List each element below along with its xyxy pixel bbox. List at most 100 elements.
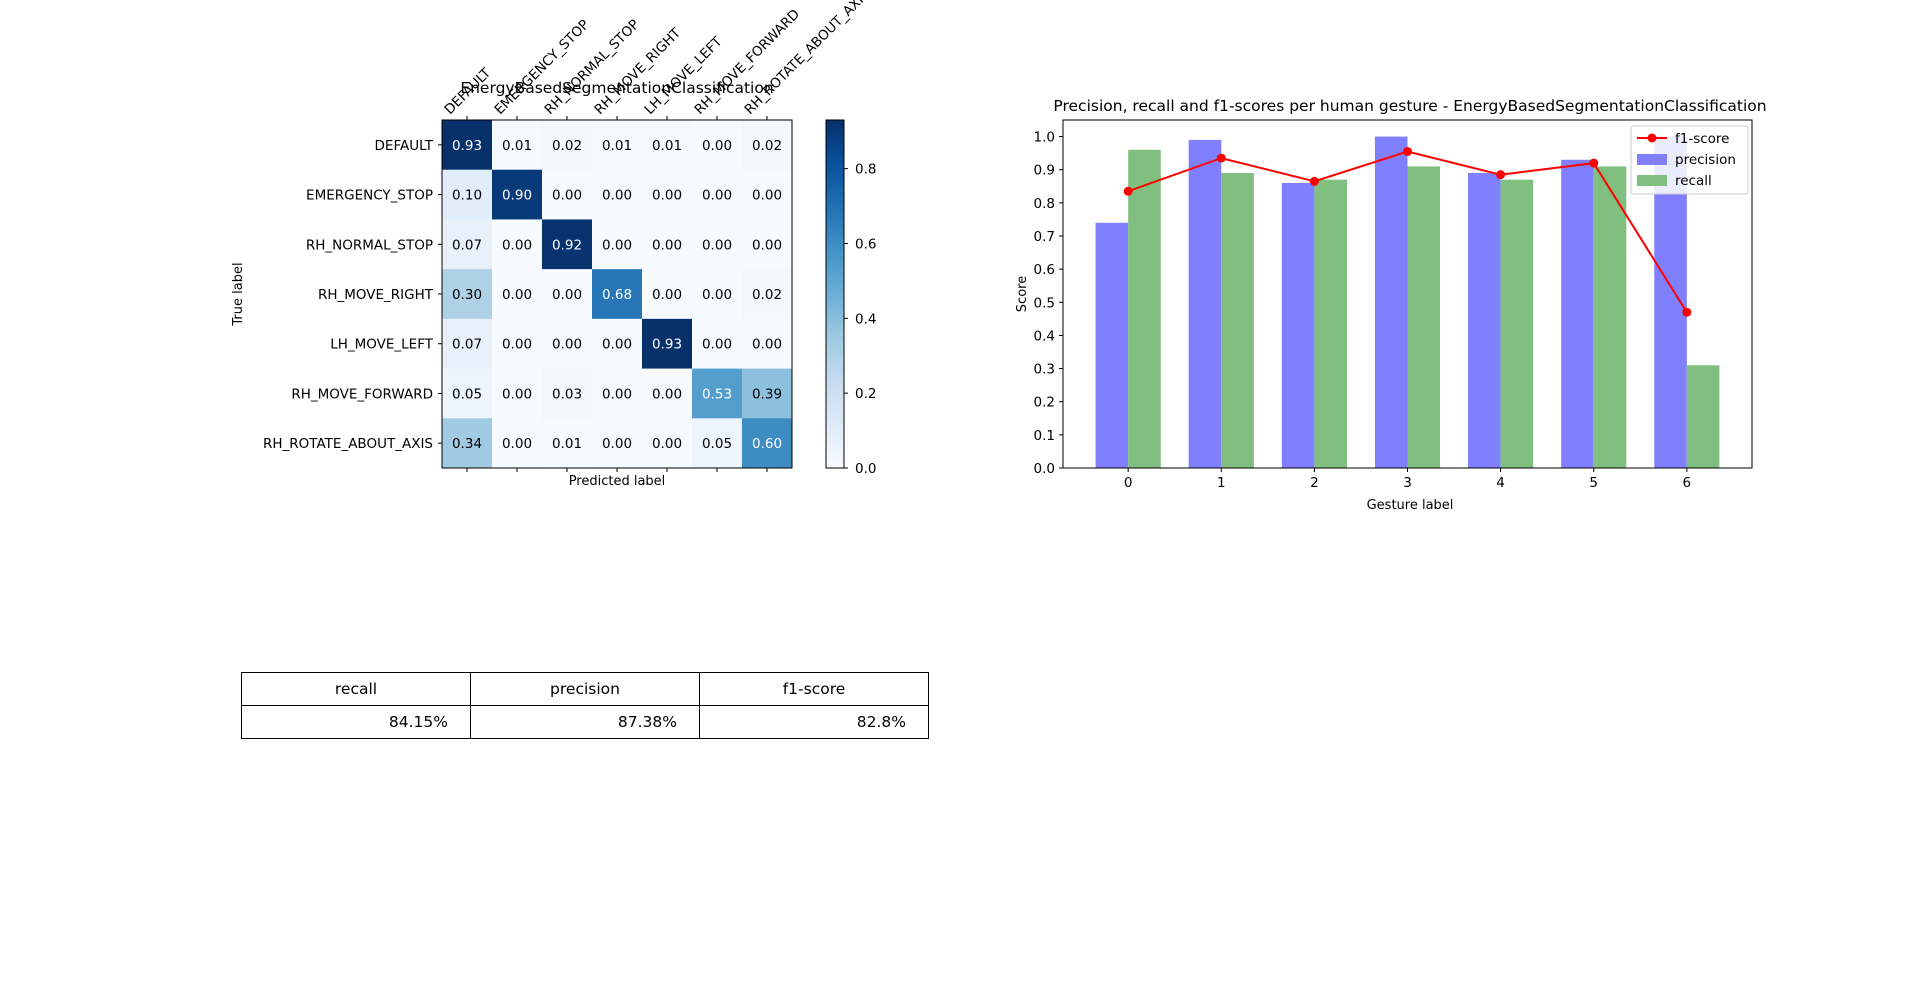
cm-cell-3-4 bbox=[642, 269, 693, 320]
bar-ytick-label-10: 1.0 bbox=[1034, 130, 1055, 146]
cm-cell-1-4 bbox=[642, 169, 693, 220]
cm-cell-6-1 bbox=[492, 418, 543, 469]
bar-precision-1 bbox=[1188, 139, 1222, 468]
cm-ytick-label-5: RH_MOVE_FORWARD bbox=[291, 386, 433, 402]
confusion-matrix-xlabel: Predicted label bbox=[569, 474, 666, 489]
cm-cell-0-6 bbox=[742, 120, 793, 171]
cm-cell-5-3 bbox=[592, 368, 643, 419]
legend-f1-marker bbox=[1647, 133, 1657, 143]
cm-cell-4-5 bbox=[692, 318, 743, 370]
bar-xtick-label-0: 0 bbox=[1124, 475, 1133, 491]
cm-ytick-label-0: DEFAULT bbox=[375, 138, 434, 154]
cm-cell-label-5-5: 0.53 bbox=[702, 386, 732, 402]
cbar-tick-label-3: 0.6 bbox=[855, 236, 876, 252]
cm-cell-3-0 bbox=[442, 269, 493, 320]
bar-precision-4 bbox=[1468, 173, 1501, 468]
cm-cell-label-3-2: 0.00 bbox=[552, 287, 582, 303]
bar-ytick-label-8: 0.8 bbox=[1034, 196, 1055, 212]
cm-cell-0-0 bbox=[442, 120, 493, 171]
cm-cell-4-2 bbox=[542, 318, 593, 370]
bar-precision-5 bbox=[1561, 159, 1594, 468]
bar-ytick-label-5: 0.5 bbox=[1034, 295, 1055, 311]
cm-cell-3-6 bbox=[742, 269, 793, 320]
cm-cell-0-5 bbox=[692, 120, 743, 171]
bar-xtick-label-2: 2 bbox=[1310, 475, 1319, 491]
cm-cell-label-6-4: 0.00 bbox=[652, 436, 682, 452]
cbar-tick-label-2: 0.4 bbox=[855, 311, 876, 327]
f1-score-point-1 bbox=[1216, 153, 1226, 163]
cm-cell-4-0 bbox=[442, 318, 493, 370]
cm-cell-label-2-0: 0.07 bbox=[452, 237, 482, 253]
cm-cell-0-2 bbox=[542, 120, 593, 171]
cm-cell-1-2 bbox=[542, 169, 593, 220]
bar-xtick-label-5: 5 bbox=[1589, 475, 1598, 491]
cm-cell-label-2-5: 0.00 bbox=[702, 237, 732, 253]
cm-ytick-label-1: EMERGENCY_STOP bbox=[306, 188, 433, 204]
cbar-tick-label-4: 0.8 bbox=[855, 162, 876, 178]
cm-cell-label-0-6: 0.02 bbox=[752, 138, 782, 154]
cm-cell-3-3 bbox=[592, 269, 643, 320]
value-precision: 87.38% bbox=[470, 705, 700, 739]
cm-cell-label-5-3: 0.00 bbox=[602, 386, 632, 402]
cm-cell-label-1-2: 0.00 bbox=[552, 188, 582, 204]
cm-xtick-label-2: RH_NORMAL_STOP bbox=[542, 17, 643, 118]
bar-precision-3 bbox=[1374, 136, 1408, 469]
legend-precision-label: precision bbox=[1675, 152, 1736, 168]
metrics-summary-table: recall precision f1-score 84.15% 87.38% … bbox=[241, 672, 929, 739]
cm-cell-2-0 bbox=[442, 219, 493, 270]
legend-f1-label: f1-score bbox=[1675, 131, 1730, 147]
value-recall: 84.15% bbox=[241, 705, 471, 739]
cm-ytick-label-3: RH_MOVE_RIGHT bbox=[318, 287, 434, 303]
colorbar: 0.0 0.2 0.4 0.6 0.8 bbox=[825, 119, 876, 477]
cm-cell-label-3-4: 0.00 bbox=[652, 287, 682, 303]
cm-cell-label-4-1: 0.00 bbox=[502, 337, 532, 353]
bar-ytick-label-6: 0.6 bbox=[1034, 262, 1055, 278]
cm-cell-4-3 bbox=[592, 318, 643, 370]
cm-cell-6-3 bbox=[592, 418, 643, 469]
cm-cell-label-2-6: 0.00 bbox=[752, 237, 782, 253]
cm-cell-1-6 bbox=[742, 169, 793, 220]
cm-cell-2-5 bbox=[692, 219, 743, 270]
bar-recall-0 bbox=[1128, 149, 1161, 469]
cm-cell-4-4 bbox=[642, 318, 693, 370]
bar-chart-title: Precision, recall and f1-scores per huma… bbox=[1053, 97, 1766, 115]
cm-cell-label-3-6: 0.02 bbox=[752, 287, 782, 303]
cm-cell-5-2 bbox=[542, 368, 593, 419]
bar-precision-0 bbox=[1095, 222, 1129, 468]
cm-cell-5-5 bbox=[692, 368, 743, 419]
cm-cell-label-4-4: 0.93 bbox=[652, 337, 682, 353]
cm-cell-2-2 bbox=[542, 219, 593, 270]
cm-cell-label-6-5: 0.05 bbox=[702, 436, 732, 452]
cm-cell-0-4 bbox=[642, 120, 693, 171]
header-recall: recall bbox=[241, 672, 471, 706]
cm-cell-label-4-6: 0.00 bbox=[752, 337, 782, 353]
cm-cell-label-1-1: 0.90 bbox=[502, 188, 532, 204]
f1-score-point-3 bbox=[1403, 146, 1412, 156]
f1-score-point-4 bbox=[1496, 170, 1506, 180]
f1-score-point-5 bbox=[1589, 158, 1599, 168]
cm-cell-3-2 bbox=[542, 269, 593, 320]
cm-cell-0-1 bbox=[492, 120, 543, 171]
cbar-tick-label-0: 0.0 bbox=[855, 461, 876, 477]
cm-cell-0-3 bbox=[592, 120, 643, 171]
cm-cell-3-5 bbox=[692, 269, 743, 320]
bar-xtick-label-6: 6 bbox=[1683, 475, 1692, 491]
cm-xtick-label-3: RH_MOVE_RIGHT bbox=[592, 25, 685, 118]
bar-ytick-label-7: 0.7 bbox=[1034, 229, 1055, 245]
bar-chart-ylabel: Score bbox=[1015, 276, 1030, 312]
cm-cell-label-1-0: 0.10 bbox=[452, 188, 482, 204]
bar-ytick-label-1: 0.1 bbox=[1034, 428, 1055, 444]
cm-cell-label-5-6: 0.39 bbox=[752, 386, 782, 402]
confusion-matrix-chart: EnergyBasedSegmentationClassification 0.… bbox=[231, 0, 876, 489]
cm-cell-2-6 bbox=[742, 219, 793, 270]
bar-ytick-label-2: 0.2 bbox=[1034, 395, 1055, 411]
bar-ytick-label-3: 0.3 bbox=[1034, 362, 1055, 378]
cm-cell-label-5-2: 0.03 bbox=[552, 386, 582, 402]
cm-cell-label-6-1: 0.00 bbox=[502, 436, 532, 452]
f1-score-point-2 bbox=[1309, 176, 1319, 186]
value-f1-score: 82.8% bbox=[699, 705, 929, 739]
cm-cell-4-1 bbox=[492, 318, 543, 370]
score-bar-chart: Precision, recall and f1-scores per huma… bbox=[1015, 97, 1767, 513]
cm-cell-1-0 bbox=[442, 169, 493, 220]
